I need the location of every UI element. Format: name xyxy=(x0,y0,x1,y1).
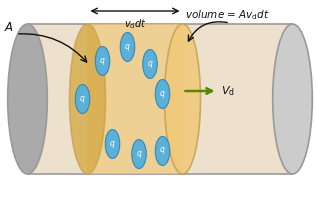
Text: $q$: $q$ xyxy=(109,139,116,149)
Text: $v_{\mathrm{d}}dt$: $v_{\mathrm{d}}dt$ xyxy=(124,17,146,31)
Text: $q$: $q$ xyxy=(124,42,131,53)
Ellipse shape xyxy=(165,24,200,174)
Circle shape xyxy=(132,139,146,169)
Text: $A$: $A$ xyxy=(4,20,14,33)
Text: $q$: $q$ xyxy=(99,56,106,66)
Text: $q$: $q$ xyxy=(147,59,153,69)
Polygon shape xyxy=(88,24,183,174)
Circle shape xyxy=(75,85,90,113)
Ellipse shape xyxy=(8,24,47,174)
Text: $q$: $q$ xyxy=(136,148,142,160)
Text: $q$: $q$ xyxy=(159,89,166,100)
Text: volume = $Av_{\mathrm{d}}dt$: volume = $Av_{\mathrm{d}}dt$ xyxy=(185,8,270,22)
Ellipse shape xyxy=(70,24,106,174)
Ellipse shape xyxy=(273,24,312,174)
Circle shape xyxy=(120,32,135,61)
Circle shape xyxy=(155,137,170,166)
Text: $q$: $q$ xyxy=(159,145,166,156)
Circle shape xyxy=(105,130,120,158)
Circle shape xyxy=(143,50,157,78)
Text: $q$: $q$ xyxy=(79,94,86,104)
Polygon shape xyxy=(27,24,293,174)
Text: $V_{\mathrm{d}}$: $V_{\mathrm{d}}$ xyxy=(221,84,235,98)
Circle shape xyxy=(95,47,110,75)
Circle shape xyxy=(155,79,170,108)
